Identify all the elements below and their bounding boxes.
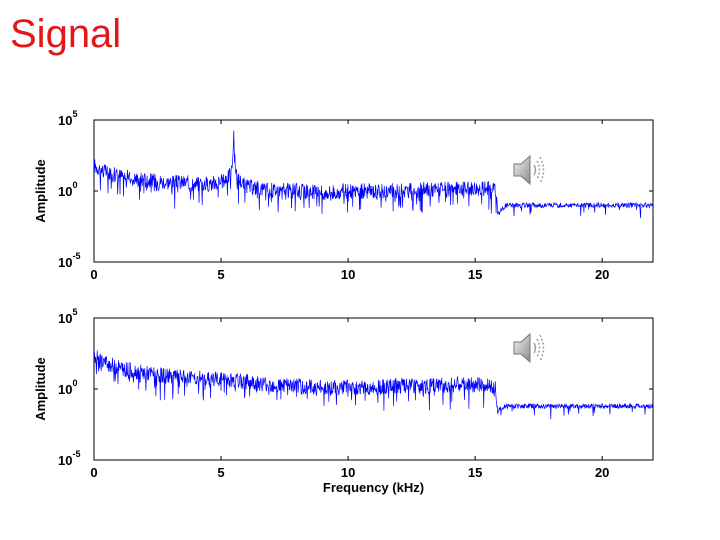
y-axis-label: Amplitude (33, 357, 48, 421)
x-axis-label: Frequency (kHz) (323, 480, 424, 495)
y-tick-label: 105 (58, 109, 77, 128)
bottom-spectrum-plot: 0 5 10 15 20 105 100 10-5 Amplitude Frequency (kH… (33, 307, 654, 495)
footer-band (0, 505, 720, 540)
y-tick-label: 105 (58, 307, 77, 326)
y-tick-label: 10-5 (58, 449, 80, 468)
x-tick-label: 15 (468, 267, 482, 282)
spectrum-figure: 0 5 10 15 20 105 100 10-5 Amplitude 0 5 10 15 20 105 1… (33, 109, 654, 495)
x-tick-label: 20 (595, 267, 609, 282)
y-tick-label: 100 (58, 378, 77, 397)
x-tick-label: 20 (595, 465, 609, 480)
spectrum-series-line (93, 349, 654, 420)
speaker-icon[interactable] (512, 152, 552, 188)
spectrum-series-line (93, 130, 654, 219)
x-tick-label: 15 (468, 465, 482, 480)
speaker-icon (513, 332, 545, 364)
x-tick-label: 0 (90, 267, 97, 282)
x-tick-label: 10 (341, 465, 355, 480)
speaker-icon[interactable] (512, 330, 552, 366)
slide-title: Signal (10, 12, 122, 56)
x-tick-label: 5 (217, 465, 224, 480)
top-spectrum-plot: 0 5 10 15 20 105 100 10-5 Amplitude (33, 109, 654, 282)
speaker-icon (513, 154, 545, 186)
x-tick-label: 0 (90, 465, 97, 480)
x-tick-label: 5 (217, 267, 224, 282)
y-axis-label: Amplitude (33, 159, 48, 223)
y-tick-label: 10-5 (58, 251, 80, 270)
y-tick-label: 100 (58, 180, 77, 199)
x-tick-label: 10 (341, 267, 355, 282)
